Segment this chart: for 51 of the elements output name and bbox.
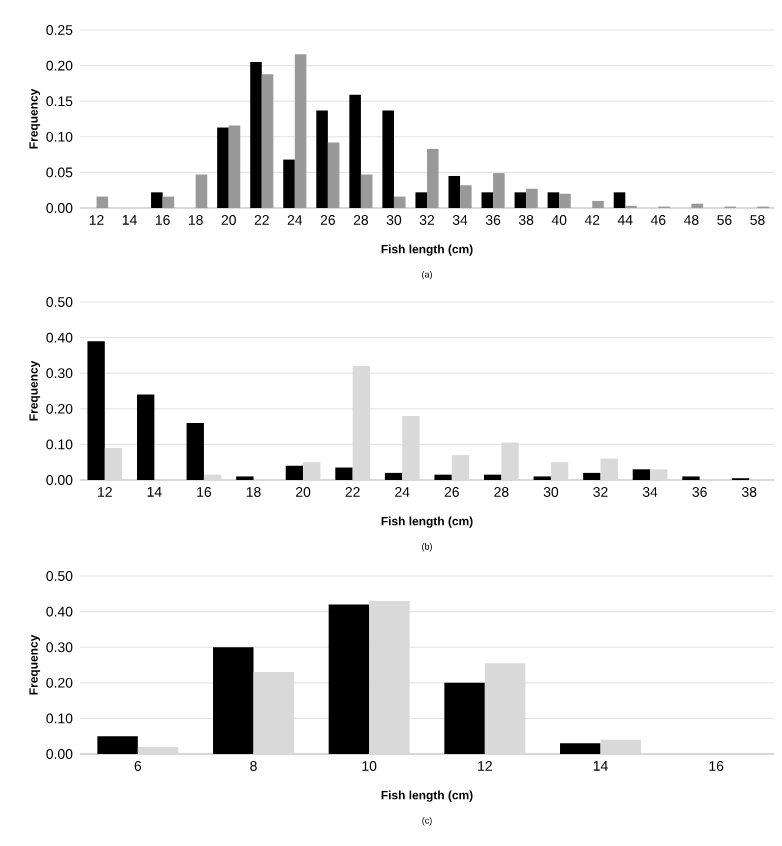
bar	[592, 200, 604, 208]
bar	[137, 394, 155, 480]
bar	[228, 125, 241, 208]
bar	[382, 110, 394, 208]
bar	[514, 192, 527, 208]
bar	[560, 743, 601, 754]
bar	[434, 474, 452, 480]
bar	[285, 465, 304, 480]
bar	[151, 192, 163, 208]
bar	[613, 192, 626, 208]
bar	[632, 469, 651, 480]
bar	[583, 472, 601, 480]
bar	[250, 62, 262, 208]
bar	[484, 474, 502, 480]
bar	[217, 127, 229, 208]
bar	[427, 148, 439, 208]
bar	[448, 175, 461, 208]
bar	[203, 474, 222, 480]
bar	[384, 472, 403, 480]
bar	[96, 196, 109, 208]
bar	[460, 185, 472, 208]
bar	[600, 739, 641, 754]
bar	[186, 423, 204, 480]
bar	[360, 174, 373, 208]
bar	[547, 192, 560, 208]
bar	[162, 196, 175, 208]
bar	[600, 458, 618, 480]
bar	[393, 196, 406, 208]
bar	[550, 462, 569, 480]
bar	[294, 54, 307, 208]
bar	[415, 192, 428, 208]
bar	[526, 188, 538, 208]
bar	[195, 174, 208, 208]
bar	[283, 159, 295, 208]
bar	[261, 74, 274, 208]
bar	[349, 94, 361, 208]
bar	[327, 142, 340, 208]
bar	[213, 647, 254, 754]
bar	[137, 746, 179, 754]
bar	[316, 110, 328, 208]
bar	[481, 192, 494, 208]
bar	[328, 604, 370, 754]
bar	[335, 467, 353, 480]
bar	[559, 193, 571, 208]
bar	[87, 341, 105, 480]
bar	[650, 469, 668, 480]
bar	[451, 455, 470, 480]
bar	[303, 462, 321, 480]
bar	[444, 682, 485, 754]
bar	[493, 173, 505, 208]
bar	[97, 736, 138, 754]
